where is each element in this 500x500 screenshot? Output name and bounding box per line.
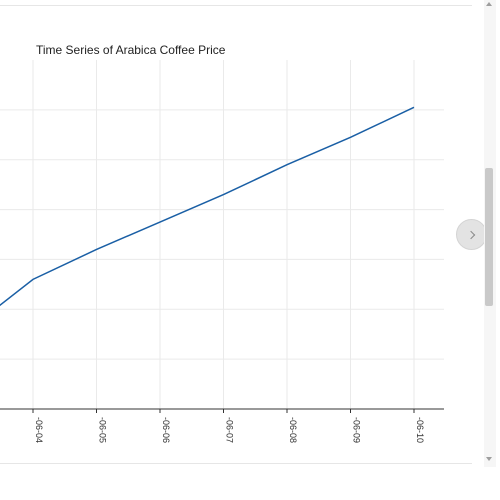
x-tick-label: -06-10: [415, 417, 425, 443]
price-series-line: [0, 106, 415, 307]
bottom-divider: [0, 463, 472, 464]
top-divider: [0, 5, 472, 6]
x-tick-label: -06-05: [98, 417, 108, 443]
next-button[interactable]: [456, 219, 487, 250]
arrow-down-icon[interactable]: [486, 457, 492, 461]
x-tick-label: -06-07: [225, 417, 235, 443]
x-tick-label: -06-04: [34, 417, 44, 443]
arrow-up-icon[interactable]: [486, 2, 492, 6]
x-tick-label: -06-06: [161, 417, 171, 443]
chart-title: Time Series of Arabica Coffee Price: [36, 43, 226, 57]
chevron-right-icon: [466, 230, 475, 239]
scrollbar-thumb[interactable]: [485, 168, 493, 306]
x-tick-label: -06-09: [352, 417, 362, 443]
x-tick-label: -06-08: [288, 417, 298, 443]
